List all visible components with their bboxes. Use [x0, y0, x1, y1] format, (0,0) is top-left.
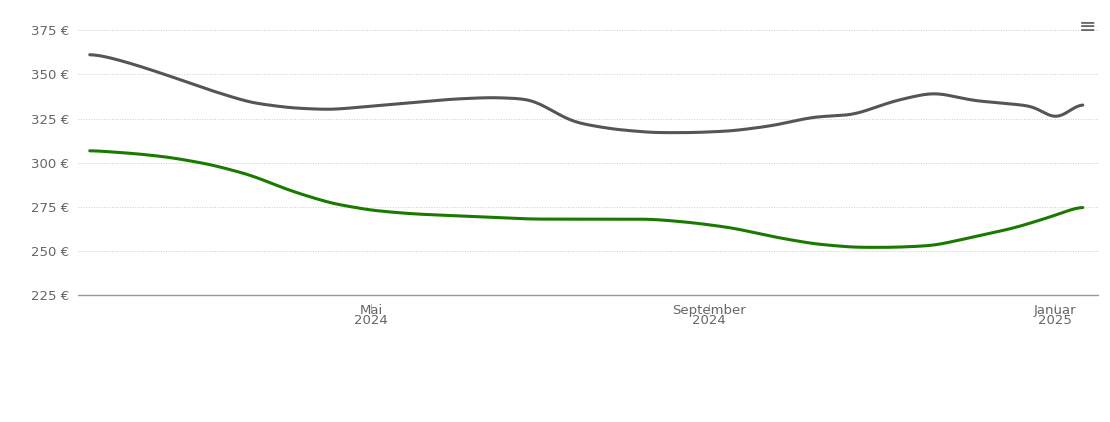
Text: Januar: Januar: [1033, 304, 1076, 317]
Text: Mai: Mai: [360, 304, 383, 317]
Text: 2025: 2025: [1038, 314, 1071, 327]
Text: 2024: 2024: [354, 314, 388, 327]
Text: September: September: [672, 304, 746, 317]
Text: ≡: ≡: [1079, 17, 1097, 37]
Text: 2024: 2024: [692, 314, 726, 327]
